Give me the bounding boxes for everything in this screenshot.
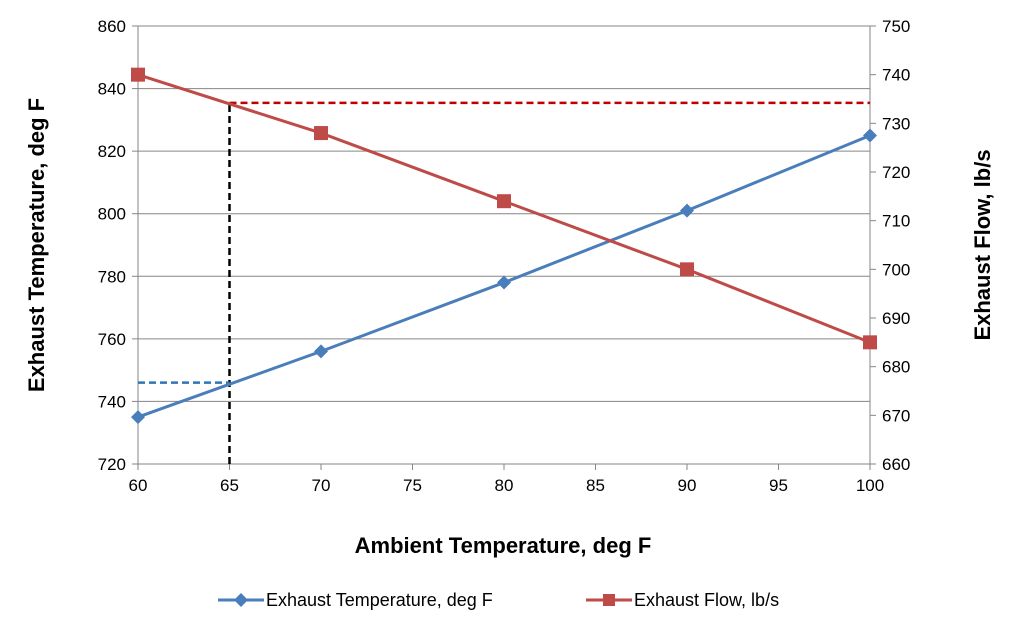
data-point-diamond: [863, 128, 877, 143]
left-tick-label: 820: [98, 142, 126, 161]
legend: Exhaust Temperature, deg F Exhaust Flow,…: [218, 590, 779, 610]
axes: [137, 26, 871, 465]
x-tick-label: 65: [220, 476, 239, 495]
reference-lines: [138, 101, 870, 464]
right-tick-label: 680: [882, 358, 910, 377]
series-line-1: [137, 73, 871, 344]
x-tick-label: 60: [129, 476, 148, 495]
right-tick-label: 720: [882, 163, 910, 182]
left-tick-label: 740: [98, 392, 126, 411]
gridlines: [138, 25, 870, 402]
x-tick-label: 80: [495, 476, 514, 495]
data-point-diamond: [497, 275, 511, 290]
legend-marker-diamond: [234, 593, 248, 607]
right-axis-ticks: 660 670 680 690 700 710 720 730 740 750: [870, 17, 910, 474]
x-tick-label: 70: [312, 476, 331, 495]
data-point-square: [863, 335, 877, 350]
left-tick-label: 760: [98, 330, 126, 349]
right-tick-label: 660: [882, 455, 910, 474]
left-tick-label: 860: [98, 17, 126, 36]
legend-marker-square: [603, 594, 615, 606]
data-point-diamond: [680, 203, 694, 218]
left-tick-label: 800: [98, 205, 126, 224]
left-tick-label: 780: [98, 267, 126, 286]
x-tick-label: 75: [403, 476, 422, 495]
legend-item-exhaust-temperature: Exhaust Temperature, deg F: [218, 590, 493, 610]
left-tick-label: 840: [98, 80, 126, 99]
data-point-diamond: [131, 410, 145, 425]
data-point-square: [314, 126, 328, 141]
x-axis-title: Ambient Temperature, deg F: [355, 533, 652, 558]
data-point-diamond: [314, 344, 328, 359]
data-series: [131, 67, 877, 425]
x-tick-label: 85: [586, 476, 605, 495]
left-tick-label: 720: [98, 455, 126, 474]
y-axis-title-left: Exhaust Temperature, deg F: [24, 98, 49, 392]
x-tick-label: 95: [769, 476, 788, 495]
legend-item-exhaust-flow: Exhaust Flow, lb/s: [586, 590, 779, 610]
right-tick-label: 690: [882, 309, 910, 328]
right-tick-label: 750: [882, 17, 910, 36]
x-tick-label: 100: [856, 476, 884, 495]
x-tick-label: 90: [678, 476, 697, 495]
right-tick-label: 740: [882, 66, 910, 85]
left-axis-ticks: 720 740 760 780 800 820 840 860: [98, 17, 138, 474]
legend-label-exhaust-flow: Exhaust Flow, lb/s: [634, 590, 779, 610]
data-point-square: [680, 262, 694, 277]
y-axis-title-right: Exhaust Flow, lb/s: [970, 149, 995, 340]
data-point-square: [131, 67, 145, 82]
right-tick-label: 700: [882, 260, 910, 279]
data-point-square: [497, 194, 511, 209]
legend-label-exhaust-temperature: Exhaust Temperature, deg F: [266, 590, 493, 610]
x-axis-ticks: 60 65 70 75 80 85 90 95 100: [129, 464, 884, 495]
right-tick-label: 670: [882, 406, 910, 425]
right-tick-label: 710: [882, 212, 910, 231]
right-tick-label: 730: [882, 114, 910, 133]
